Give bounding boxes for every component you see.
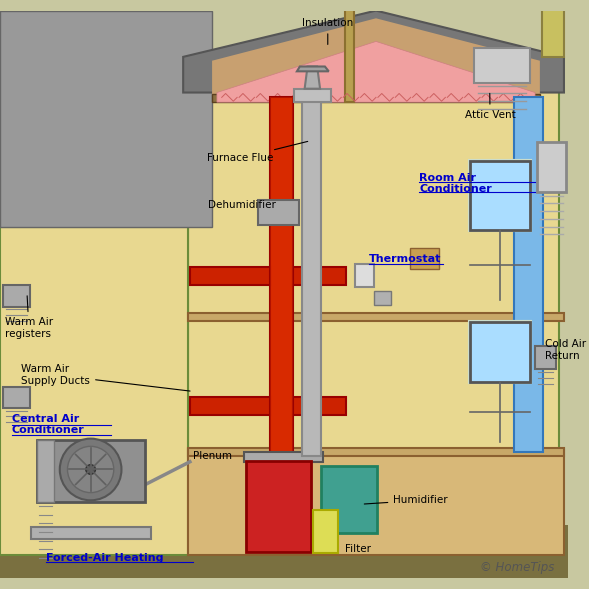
Bar	[474, 48, 530, 83]
Circle shape	[59, 439, 121, 500]
Bar	[188, 448, 564, 456]
Polygon shape	[0, 11, 212, 227]
Text: Warm Air
Supply Ducts: Warm Air Supply Ducts	[21, 364, 190, 391]
Polygon shape	[183, 11, 564, 92]
Bar	[535, 346, 556, 369]
Bar	[471, 161, 530, 230]
Text: Cold Air
Return: Cold Air Return	[545, 339, 586, 360]
Bar	[190, 397, 270, 415]
Text: Plenum: Plenum	[193, 451, 232, 461]
Bar	[293, 397, 346, 415]
Bar	[212, 94, 540, 102]
Bar	[345, 0, 354, 102]
Circle shape	[68, 446, 114, 492]
Bar	[293, 267, 346, 285]
Bar	[0, 525, 568, 578]
Polygon shape	[212, 18, 540, 95]
Bar	[294, 89, 330, 102]
Bar	[471, 161, 530, 230]
Bar	[37, 439, 145, 502]
Bar	[355, 264, 374, 287]
Polygon shape	[0, 227, 188, 555]
Bar	[313, 510, 339, 553]
Bar	[374, 291, 392, 305]
Bar	[31, 527, 151, 539]
Bar	[537, 142, 566, 192]
Bar	[321, 466, 377, 533]
Bar	[246, 461, 312, 552]
Text: Filter: Filter	[345, 544, 371, 554]
Text: Attic Vent: Attic Vent	[465, 94, 515, 120]
Bar	[259, 200, 299, 224]
Bar	[302, 97, 321, 456]
Bar	[188, 313, 564, 321]
Text: Central Air
Conditioner: Central Air Conditioner	[12, 413, 84, 435]
Text: Thermostat: Thermostat	[369, 254, 442, 264]
Bar	[410, 248, 439, 269]
Text: Dehumidifier: Dehumidifier	[209, 200, 276, 210]
Text: Warm Air
registers: Warm Air registers	[5, 296, 53, 339]
Bar	[3, 285, 30, 306]
Bar	[188, 449, 564, 555]
Bar	[3, 386, 30, 408]
Bar	[270, 97, 293, 456]
Text: Forced-Air Heating: Forced-Air Heating	[47, 553, 164, 563]
Text: © HomeTips: © HomeTips	[480, 561, 554, 574]
Text: Room Air
Conditioner: Room Air Conditioner	[419, 173, 492, 194]
Polygon shape	[305, 67, 320, 89]
Circle shape	[86, 465, 95, 474]
Bar	[471, 322, 530, 382]
Bar	[270, 97, 293, 456]
Polygon shape	[188, 57, 559, 555]
Bar	[471, 322, 530, 382]
Bar	[514, 97, 542, 452]
Polygon shape	[297, 67, 329, 71]
Bar	[542, 0, 564, 57]
Bar	[190, 267, 270, 285]
Text: Insulation: Insulation	[302, 18, 353, 44]
Polygon shape	[0, 11, 203, 232]
Bar	[244, 452, 323, 462]
Text: Humidifier: Humidifier	[364, 495, 448, 505]
Polygon shape	[217, 41, 535, 102]
Text: Furnace Flue: Furnace Flue	[207, 141, 307, 163]
Bar	[37, 439, 54, 502]
Polygon shape	[0, 483, 207, 539]
